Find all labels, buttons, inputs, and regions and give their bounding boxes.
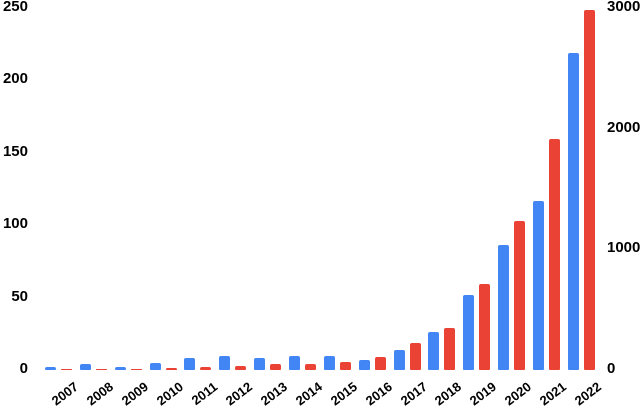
x-axis-label-2014: 2014	[292, 379, 325, 409]
left-axis-tick-0: 0	[19, 360, 28, 377]
bar-2008-red-series	[95, 368, 107, 370]
bar-2010-red-series	[165, 367, 177, 370]
bar-2012-red-series	[235, 365, 247, 370]
x-axis-label-2015: 2015	[327, 379, 360, 409]
bar-2021-red-series	[548, 138, 560, 370]
bar-2022-blue-series	[567, 52, 579, 370]
bar-2020-blue-series	[498, 245, 510, 370]
x-axis-label-2011: 2011	[188, 379, 221, 408]
left-axis-tick-200: 200	[2, 70, 28, 88]
bar-2010-blue-series	[149, 362, 161, 370]
x-axis-label-2017: 2017	[397, 379, 430, 409]
bar-2017-red-series	[409, 343, 421, 370]
bar-2011-blue-series	[184, 358, 196, 370]
x-axis-label-2007: 2007	[48, 379, 82, 409]
x-axis-label-2018: 2018	[432, 379, 465, 409]
left-axis-tick-50: 50	[11, 287, 28, 305]
bar-2016-blue-series	[358, 359, 370, 370]
bar-2015-blue-series	[323, 355, 335, 370]
bar-2020-red-series	[514, 220, 526, 370]
right-axis-tick-3000: 3000	[607, 0, 640, 15]
left-axis-tick-100: 100	[2, 215, 28, 233]
left-axis-tick-150: 150	[2, 142, 28, 160]
right-axis-tick-1000: 1000	[607, 239, 640, 257]
bar-2022-red-series	[583, 9, 595, 370]
bar-2012-blue-series	[219, 355, 231, 370]
x-axis-label-2009: 2009	[118, 379, 151, 409]
bar-2009-blue-series	[114, 367, 126, 370]
bar-2011-red-series	[200, 366, 212, 370]
bar-2018-blue-series	[428, 332, 440, 370]
bar-2014-blue-series	[288, 355, 300, 370]
bar-2018-red-series	[444, 328, 456, 370]
bar-2021-blue-series	[532, 200, 544, 370]
bar-2013-blue-series	[254, 358, 266, 370]
bar-2014-red-series	[304, 364, 316, 370]
x-axis-label-2022: 2022	[571, 379, 604, 409]
bar-2019-blue-series	[463, 294, 475, 370]
bar-2016-red-series	[374, 357, 386, 370]
x-axis-label-2008: 2008	[83, 379, 116, 409]
x-axis-label-2016: 2016	[362, 379, 395, 409]
bar-2015-red-series	[339, 361, 351, 370]
x-axis-label-2020: 2020	[501, 379, 535, 409]
bar-2009-red-series	[130, 369, 142, 370]
bar-2007-red-series	[61, 369, 72, 370]
x-axis-label-2021: 2021	[536, 379, 569, 409]
right-axis-tick-0: 0	[607, 360, 616, 377]
right-axis-tick-2000: 2000	[607, 118, 640, 136]
x-axis-label-2013: 2013	[258, 379, 291, 409]
bar-2019-red-series	[479, 284, 491, 370]
bar-2007-blue-series	[45, 367, 56, 370]
left-axis-tick-250: 250	[2, 0, 28, 15]
x-axis-label-2019: 2019	[467, 379, 500, 409]
x-axis-label-2012: 2012	[223, 379, 256, 409]
bar-2008-blue-series	[79, 364, 91, 370]
bar-2013-red-series	[270, 363, 282, 370]
x-axis-label-2010: 2010	[153, 379, 186, 409]
bar-2017-blue-series	[393, 349, 405, 370]
